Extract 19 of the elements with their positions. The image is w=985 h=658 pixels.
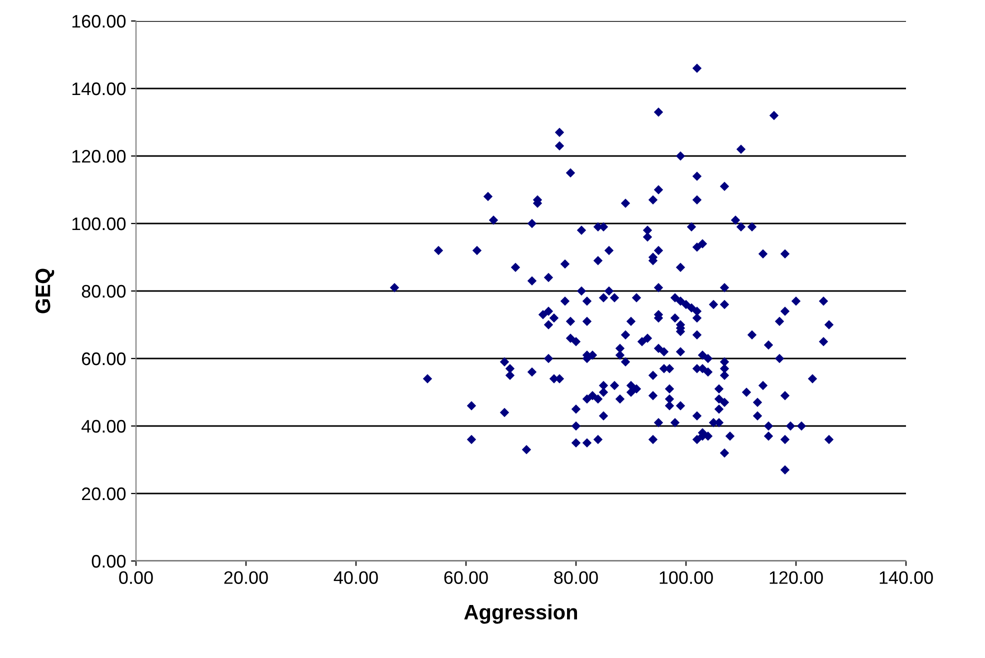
x-tick-label: 140.00 — [880, 571, 933, 584]
x-tick-label: 60.00 — [444, 571, 488, 584]
y-tick-label: 0.00 — [92, 554, 126, 568]
x-tick-label: 20.00 — [224, 571, 268, 584]
x-tick-label: 120.00 — [770, 571, 823, 584]
y-axis-title: GEQ — [36, 268, 54, 314]
y-tick-label: 120.00 — [72, 150, 126, 163]
x-tick-label: 40.00 — [334, 571, 378, 584]
y-tick-label: 60.00 — [82, 352, 126, 366]
y-tick-label: 100.00 — [72, 217, 126, 230]
y-tick-label: 20.00 — [82, 487, 126, 500]
y-tick-label: 80.00 — [82, 284, 126, 298]
y-tick-label: 160.00 — [72, 14, 126, 28]
x-tick-label: 0.00 — [119, 571, 153, 584]
x-tick-label: 80.00 — [554, 571, 598, 584]
y-tick-label: 40.00 — [82, 420, 126, 433]
x-tick-label: 100.00 — [660, 571, 713, 584]
x-axis-title: Aggression — [464, 604, 578, 624]
y-tick-label: 140.00 — [72, 82, 126, 96]
